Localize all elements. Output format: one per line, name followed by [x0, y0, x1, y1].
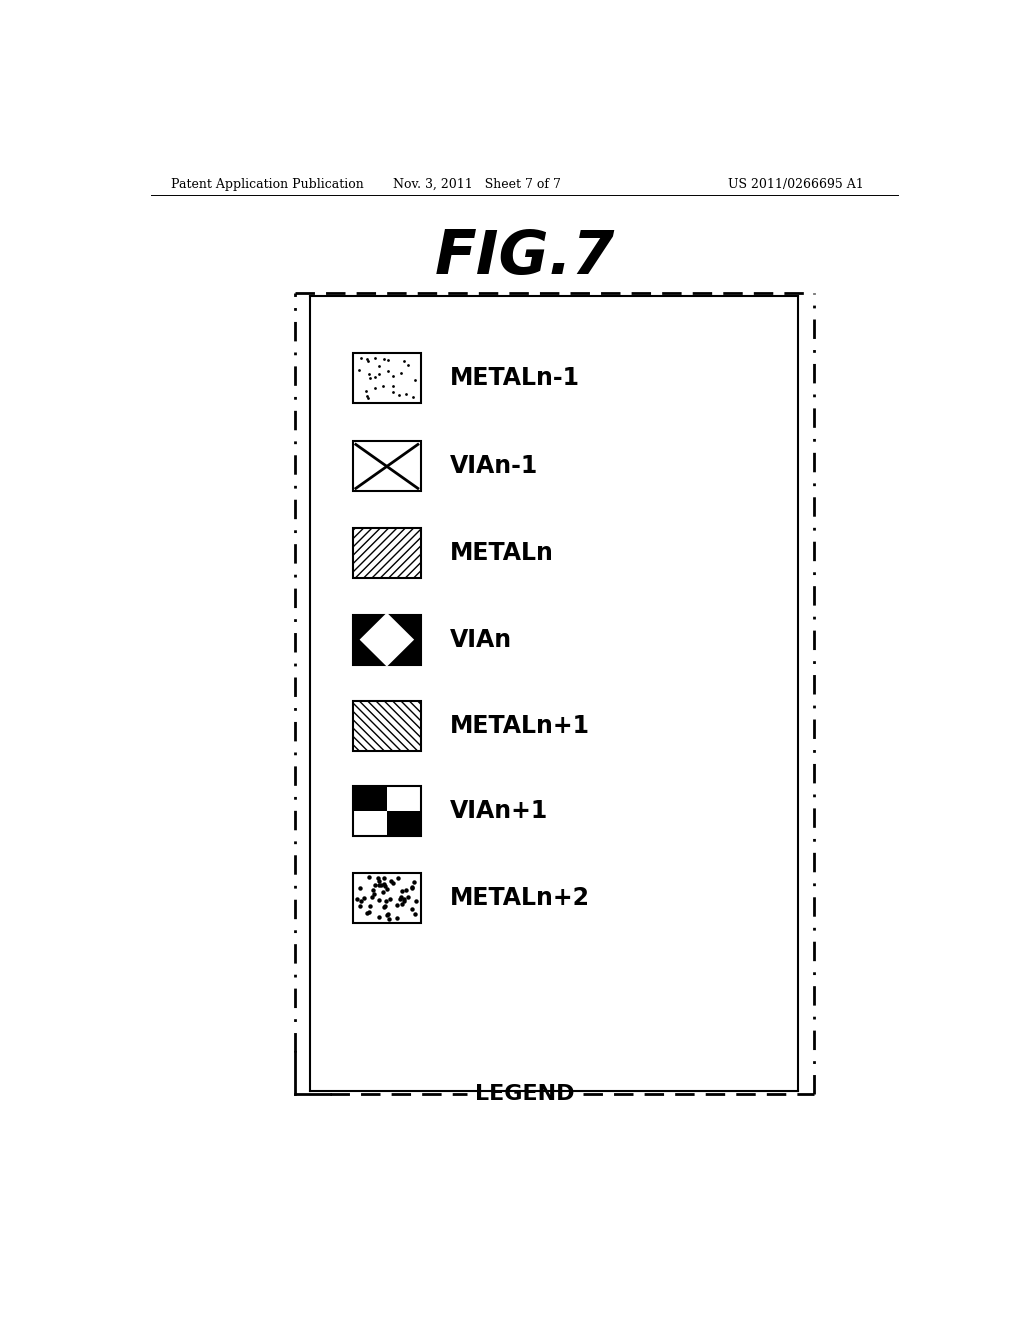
Bar	[387, 812, 421, 837]
Text: Patent Application Publication: Patent Application Publication	[171, 178, 364, 190]
Bar	[352, 615, 421, 665]
Bar	[352, 787, 421, 837]
Bar	[352, 352, 421, 403]
Bar	[352, 701, 421, 751]
Bar	[352, 787, 387, 812]
Bar	[352, 528, 421, 578]
Bar	[352, 812, 387, 837]
Text: VIAn+1: VIAn+1	[450, 800, 548, 824]
Text: FIG.7: FIG.7	[434, 227, 615, 286]
Text: VIAn-1: VIAn-1	[450, 454, 538, 478]
Text: Nov. 3, 2011   Sheet 7 of 7: Nov. 3, 2011 Sheet 7 of 7	[393, 178, 561, 190]
Text: LEGEND: LEGEND	[475, 1084, 574, 1104]
Bar	[352, 441, 421, 491]
Text: METALn+1: METALn+1	[450, 714, 590, 738]
Text: US 2011/0266695 A1: US 2011/0266695 A1	[728, 178, 864, 190]
Text: METALn-1: METALn-1	[450, 366, 580, 389]
Polygon shape	[359, 612, 414, 667]
Text: METALn+2: METALn+2	[450, 886, 590, 909]
Text: METALn: METALn	[450, 541, 554, 565]
Bar	[387, 787, 421, 812]
Text: VIAn: VIAn	[450, 627, 512, 652]
Bar	[352, 873, 421, 923]
